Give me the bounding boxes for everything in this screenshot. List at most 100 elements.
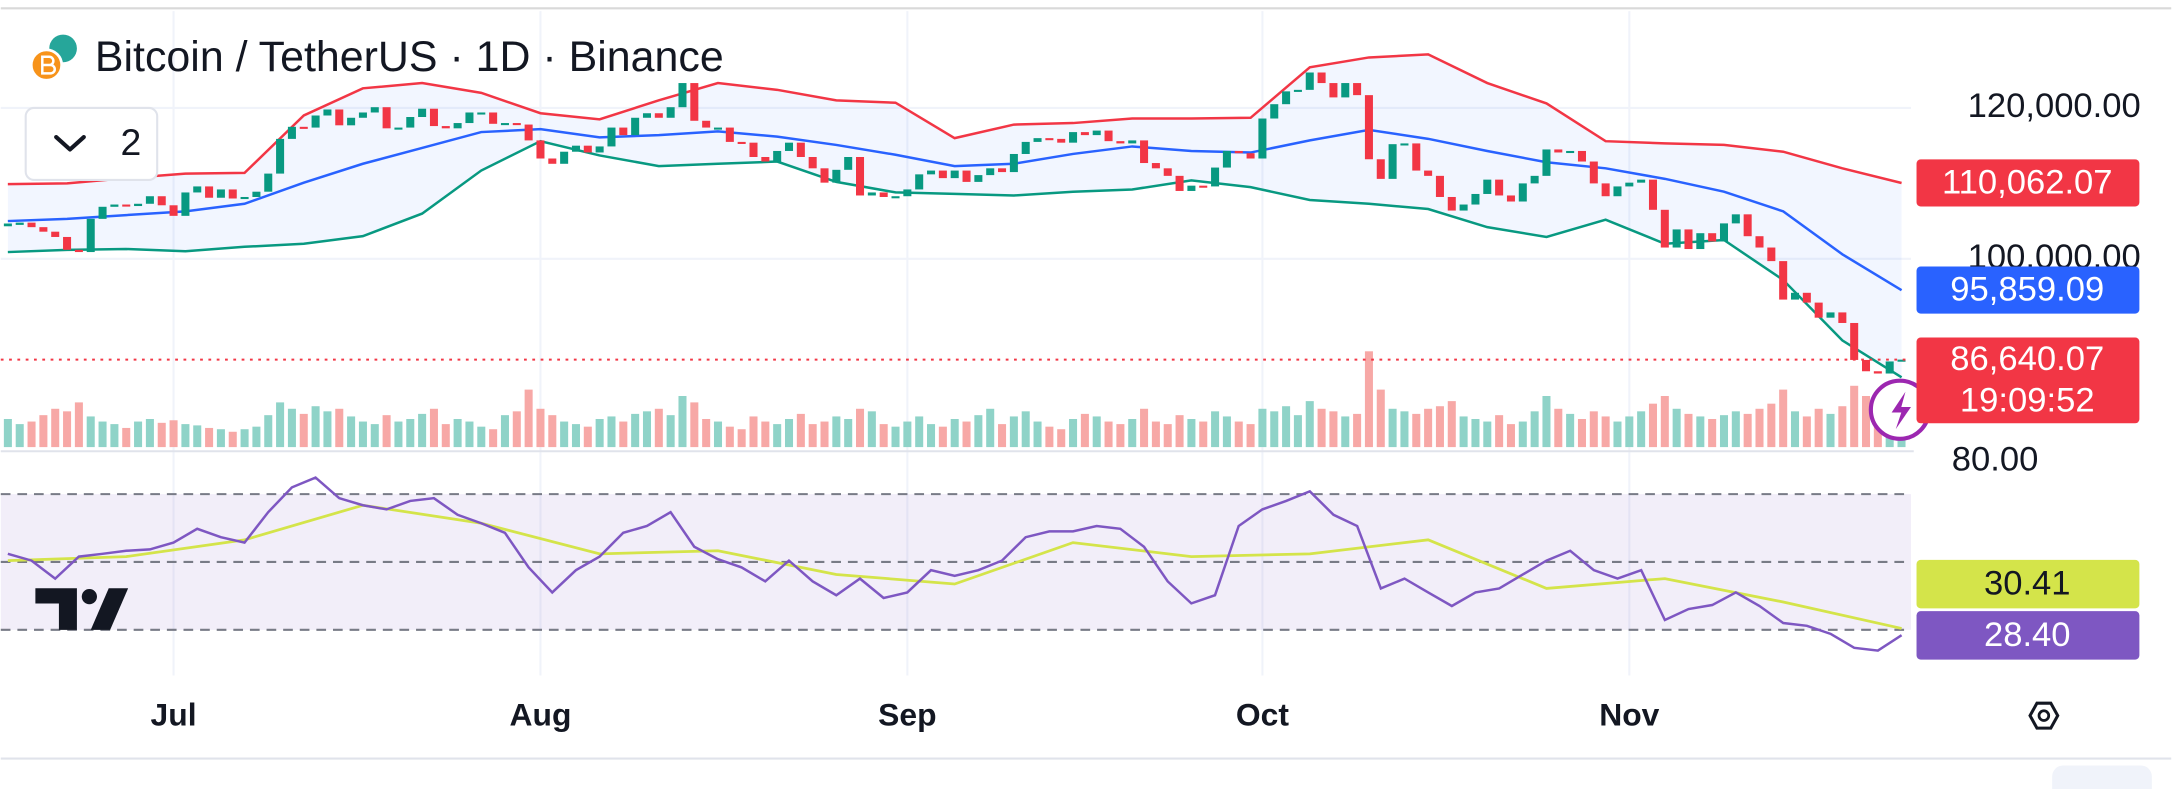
settings-button[interactable] — [2028, 701, 2060, 730]
candle — [358, 112, 367, 118]
candle — [512, 123, 521, 126]
candle — [1850, 322, 1859, 360]
candle — [1743, 214, 1752, 237]
candle — [1234, 150, 1243, 154]
volume-bar — [418, 413, 427, 448]
candle — [1140, 140, 1149, 164]
candle — [477, 112, 486, 115]
volume-bar — [1057, 429, 1066, 448]
x-tick-label: Nov — [1599, 696, 1659, 732]
rsi-ma-value-label: 30.41 — [1984, 565, 2071, 603]
candle — [1187, 185, 1196, 191]
volume-bar — [276, 402, 285, 448]
band-value-label: 110,062.07 — [1942, 163, 2113, 201]
candle — [1613, 186, 1622, 197]
candle — [1222, 150, 1231, 168]
volume-bar — [347, 416, 356, 448]
corner-button[interactable] — [2052, 765, 2152, 789]
volume-bar — [1459, 416, 1468, 448]
volume-bar — [1613, 421, 1622, 448]
volume-bar — [1779, 389, 1788, 448]
logo-v — [90, 588, 129, 630]
candle — [86, 218, 95, 253]
volume-bar — [1767, 403, 1776, 448]
rsi-ma-value-label-box — [1916, 559, 2140, 609]
volume-bar — [429, 408, 438, 448]
candle — [1045, 138, 1054, 141]
candle — [1270, 104, 1279, 119]
rsi-ma-line — [7, 503, 1902, 630]
volume-bar — [15, 424, 24, 448]
volume-bar — [950, 418, 959, 448]
candle — [122, 204, 131, 207]
candle — [571, 145, 580, 152]
volume-bar — [1270, 411, 1279, 448]
volume-bar — [441, 424, 450, 448]
volume-bar — [1755, 408, 1764, 448]
candle — [1163, 168, 1172, 176]
volume-bar — [1696, 416, 1705, 448]
volume-bar — [962, 421, 971, 448]
candle — [583, 145, 592, 153]
candle — [1092, 130, 1101, 136]
candle — [1317, 72, 1326, 84]
candle — [264, 173, 273, 192]
candle — [1506, 195, 1515, 202]
candle — [950, 170, 959, 179]
volume-bar — [1495, 415, 1504, 448]
candle — [216, 189, 225, 198]
volume-bar — [110, 424, 119, 448]
volume-bar — [1672, 408, 1681, 448]
volume-bar — [867, 411, 876, 448]
candle — [51, 231, 60, 237]
volume-bar — [1092, 416, 1101, 448]
candle — [1483, 179, 1492, 194]
volume-bar — [1021, 411, 1030, 448]
candle — [1873, 371, 1882, 374]
candle — [205, 186, 214, 198]
volume-bar — [678, 396, 687, 448]
volume-bar — [879, 424, 888, 448]
volume-bar — [820, 421, 829, 448]
candle — [796, 142, 805, 157]
volume-bar — [1684, 413, 1693, 448]
volume-bar — [86, 416, 95, 448]
candle — [228, 189, 237, 199]
x-tick-label: Aug — [510, 696, 572, 732]
volume-bar — [595, 418, 604, 448]
candle — [1376, 159, 1385, 179]
volume-bar — [1246, 424, 1255, 448]
volume-bar — [1589, 411, 1598, 448]
volume-bar — [713, 421, 723, 448]
volume-bar — [335, 408, 344, 448]
rsi-value-label-box — [1916, 611, 2140, 660]
chart-title: Bitcoin / TetherUS · 1D · Binance — [95, 33, 724, 81]
band-line — [7, 127, 1903, 292]
volume-bar — [607, 416, 616, 448]
volume-bar — [63, 411, 72, 448]
volume-bar — [311, 406, 320, 448]
volume-bar — [891, 426, 900, 448]
candle — [394, 127, 403, 130]
volume-bar — [1104, 421, 1113, 448]
volume-bar — [39, 415, 48, 448]
candle — [335, 109, 344, 126]
volume-bar — [1447, 401, 1456, 448]
volume-bar — [122, 427, 131, 448]
volume-bar — [1850, 385, 1859, 448]
candle — [1755, 236, 1764, 248]
volume-bar — [287, 408, 296, 448]
volume-bar — [1471, 418, 1480, 448]
candle — [15, 222, 24, 225]
volume-bar — [784, 418, 794, 448]
candle — [1790, 292, 1800, 300]
volume-bar — [1506, 424, 1515, 448]
candle — [63, 236, 72, 250]
volume-bar — [216, 429, 225, 448]
x-tick-label: Oct — [1236, 696, 1289, 732]
candle — [713, 127, 723, 130]
candle — [181, 192, 190, 216]
indicator-toggle[interactable] — [24, 106, 159, 181]
candle — [1814, 302, 1823, 318]
candle — [631, 117, 640, 136]
